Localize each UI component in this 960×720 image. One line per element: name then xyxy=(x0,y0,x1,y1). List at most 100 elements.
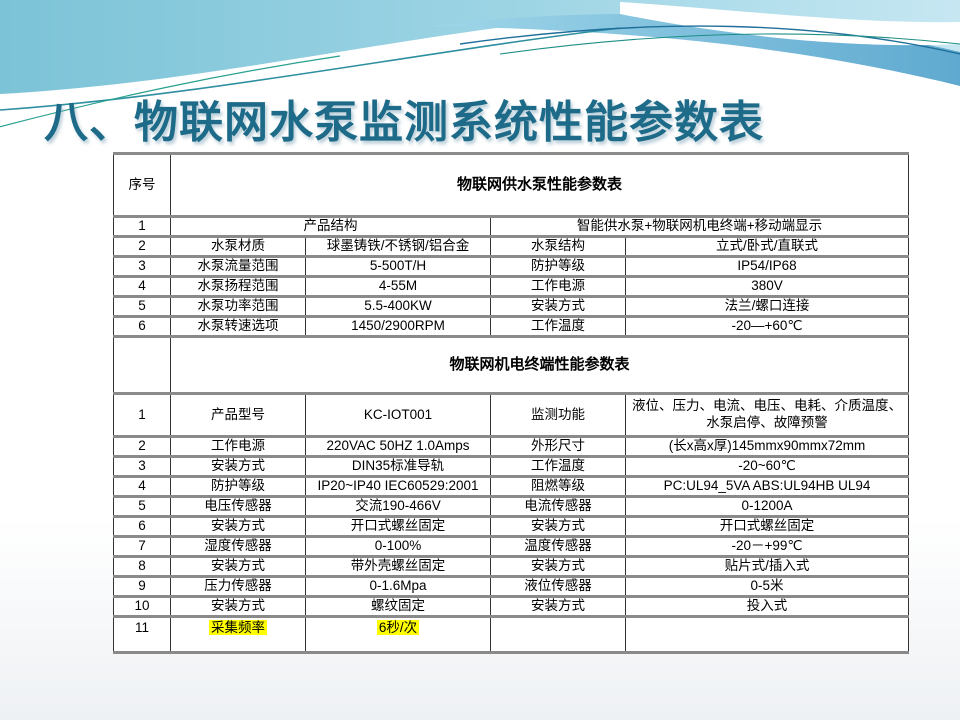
cell-seq: 3 xyxy=(113,255,171,278)
cell-param: 液位传感器 xyxy=(490,575,626,598)
page-title: 八、物联网水泵监测系统性能参数表 xyxy=(44,98,764,147)
cell-param: 电流传感器 xyxy=(490,495,626,518)
table-row: 4 防护等级 IP20~IP40 IEC60529:2001 阻燃等级 PC:U… xyxy=(113,475,910,498)
wave-white-swoosh xyxy=(0,14,960,150)
cell-seq: 2 xyxy=(113,235,171,258)
cell-param: 安装方式 xyxy=(170,515,306,538)
cell-seq: 8 xyxy=(113,555,171,578)
cell-seq: 1 xyxy=(113,215,171,238)
table-row: 3 安装方式 DIN35标准导轨 工作温度 -20~60℃ xyxy=(113,455,910,478)
cell-value: IP20~IP40 IEC60529:2001 xyxy=(305,475,491,498)
cell-empty xyxy=(113,335,171,395)
cell-param: 水泵流量范围 xyxy=(170,255,306,278)
cell-value: 智能供水泵+物联网机电终端+移动端显示 xyxy=(489,215,910,238)
cell-param: 防护等级 xyxy=(170,475,306,498)
cell-param: 工作温度 xyxy=(490,315,626,338)
cell-seq: 3 xyxy=(113,455,171,478)
cell-value: 1450/2900RPM xyxy=(305,315,491,338)
cell-value: IP54/IP68 xyxy=(624,255,910,278)
table-row: 1 产品结构 智能供水泵+物联网机电终端+移动端显示 xyxy=(113,215,910,238)
wave-thin-line-diagonal xyxy=(0,55,341,128)
wave-white-corner xyxy=(620,2,960,46)
cell-seq: 4 xyxy=(113,475,171,498)
table-row: 2 水泵材质 球墨铸铁/不锈钢/铝合金 水泵结构 立式/卧式/直联式 xyxy=(113,235,910,258)
cell-value: 交流190-466V xyxy=(305,495,491,518)
cell-value: 0-100% xyxy=(305,535,491,558)
cell-param: 安装方式 xyxy=(170,455,306,478)
wave-thin-line-right-1 xyxy=(459,25,960,55)
cell-seq: 6 xyxy=(113,515,171,538)
cell-param: 阻燃等级 xyxy=(490,475,626,498)
cell-param: 湿度传感器 xyxy=(170,535,306,558)
table-row: 1 产品型号 KC-IOT001 监测功能 液位、压力、电流、电压、电耗、介质温… xyxy=(113,392,910,438)
cell-param: 安装方式 xyxy=(490,555,626,578)
cell-value xyxy=(624,615,910,654)
cell-value: 开口式螺丝固定 xyxy=(305,515,491,538)
table-row: 序号 物联网供水泵性能参数表 xyxy=(113,152,910,218)
table-row: 11 采集频率 6秒/次 xyxy=(113,615,910,654)
cell-param: 产品型号 xyxy=(170,392,306,438)
cell-param: 安装方式 xyxy=(490,515,626,538)
cell-param: 水泵转速选项 xyxy=(170,315,306,338)
cell-value: 0-1200A xyxy=(624,495,910,518)
cell-value: 法兰/螺口连接 xyxy=(624,295,910,318)
cell-value: KC-IOT001 xyxy=(305,392,491,438)
cell-param: 安装方式 xyxy=(170,555,306,578)
cell-seq: 5 xyxy=(113,295,171,318)
cell-seq: 9 xyxy=(113,575,171,598)
cell-value: 螺纹固定 xyxy=(305,595,491,618)
cell-value: -20－+99℃ xyxy=(624,535,910,558)
section2-title: 物联网机电终端性能参数表 xyxy=(169,335,910,395)
cell-value: PC:UL94_5VA ABS:UL94HB UL94 xyxy=(624,475,910,498)
cell-value: -20—+60℃ xyxy=(624,315,910,338)
cell-param: 工作电源 xyxy=(170,435,306,458)
table-row: 9 压力传感器 0-1.6Mpa 液位传感器 0-5米 xyxy=(113,575,910,598)
table-row: 2 工作电源 220VAC 50HZ 1.0Amps 外形尺寸 (长x高x厚)1… xyxy=(113,435,910,458)
cell-seq: 10 xyxy=(113,595,171,618)
table-row: 3 水泵流量范围 5-500T/H 防护等级 IP54/IP68 xyxy=(113,255,910,278)
wave-thin-line-left xyxy=(0,27,621,111)
cell-param: 监测功能 xyxy=(490,392,626,438)
table-row: 物联网机电终端性能参数表 xyxy=(113,335,910,395)
cell-value: (长x高x厚)145mmx90mmx72mm xyxy=(624,435,910,458)
cell-param: 电压传感器 xyxy=(170,495,306,518)
cell-param: 压力传感器 xyxy=(170,575,306,598)
cell-value: 液位、压力、电流、电压、电耗、介质温度、水泵启停、故障预警 xyxy=(624,392,910,438)
cell-param: 水泵材质 xyxy=(170,235,306,258)
cell-seq: 11 xyxy=(113,615,171,654)
table-row: 5 水泵功率范围 5.5-400KW 安装方式 法兰/螺口连接 xyxy=(113,295,910,318)
cell-param: 产品结构 xyxy=(170,215,491,238)
highlight-badge: 6秒/次 xyxy=(376,620,420,635)
cell-param-highlighted: 采集频率 xyxy=(170,615,306,654)
highlight-badge: 采集频率 xyxy=(209,620,267,635)
section1-title: 物联网供水泵性能参数表 xyxy=(169,152,910,218)
cell-value: 5-500T/H xyxy=(305,255,491,278)
cell-seq: 4 xyxy=(113,275,171,298)
table-row: 6 安装方式 开口式螺丝固定 安装方式 开口式螺丝固定 xyxy=(113,515,910,538)
cell-seq: 7 xyxy=(113,535,171,558)
cell-value: 带外壳螺丝固定 xyxy=(305,555,491,578)
table-row: 7 湿度传感器 0-100% 温度传感器 -20－+99℃ xyxy=(113,535,910,558)
table-row: 8 安装方式 带外壳螺丝固定 安装方式 贴片式/插入式 xyxy=(113,555,910,578)
cell-value: 0-5米 xyxy=(624,575,910,598)
cell-seq: 5 xyxy=(113,495,171,518)
cell-value: -20~60℃ xyxy=(624,455,910,478)
cell-value: 贴片式/插入式 xyxy=(624,555,910,578)
cell-seq: 6 xyxy=(113,315,171,338)
cell-value-highlighted: 6秒/次 xyxy=(305,615,491,654)
performance-parameter-table: 序号 物联网供水泵性能参数表 1 产品结构 智能供水泵+物联网机电终端+移动端显… xyxy=(113,152,910,654)
cell-param: 工作电源 xyxy=(490,275,626,298)
table-row: 5 电压传感器 交流190-466V 电流传感器 0-1200A xyxy=(113,495,910,518)
cell-value: 5.5-400KW xyxy=(305,295,491,318)
cell-value: 220VAC 50HZ 1.0Amps xyxy=(305,435,491,458)
cell-param xyxy=(490,615,626,654)
cell-value: DIN35标准导轨 xyxy=(305,455,491,478)
table-row: 4 水泵扬程范围 4-55M 工作电源 380V xyxy=(113,275,910,298)
cell-value: 球墨铸铁/不锈钢/铝合金 xyxy=(305,235,491,258)
cell-value: 立式/卧式/直联式 xyxy=(624,235,910,258)
cell-value: 0-1.6Mpa xyxy=(305,575,491,598)
cell-param: 工作温度 xyxy=(490,455,626,478)
cell-param: 水泵功率范围 xyxy=(170,295,306,318)
cell-param: 安装方式 xyxy=(490,595,626,618)
table-row: 10 安装方式 螺纹固定 安装方式 投入式 xyxy=(113,595,910,618)
